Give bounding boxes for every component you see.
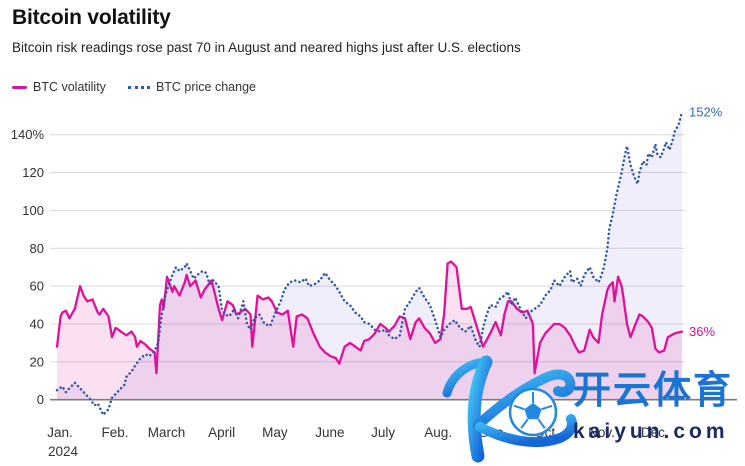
legend-label-btc-price-change: BTC price change — [155, 80, 256, 94]
x-axis-tick-label: Jan. — [47, 425, 73, 440]
price-change-dotted-line-swatch-icon — [127, 85, 150, 89]
y-axis-tick-label: 40 — [30, 316, 44, 331]
y-axis-tick-label: 60 — [30, 279, 44, 294]
y-axis-tick-label: 0 — [37, 392, 44, 407]
y-axis-tick-labels-group: 0 20 40 60 80 100 120 140% — [11, 127, 45, 407]
legend-label-btc-volatility: BTC volatility — [33, 80, 106, 94]
btc-price-change-dotted-line — [55, 110, 684, 417]
volatility-solid-line-swatch-icon — [12, 85, 27, 89]
y-axis-tick-label: 100 — [22, 203, 44, 218]
x-axis-year-label: 2024 — [48, 444, 79, 459]
x-axis-tick-label: Feb. — [102, 425, 129, 440]
x-axis-tick-label: May — [262, 425, 288, 440]
x-axis-tick-label: March — [148, 425, 186, 440]
legend-item-btc-volatility: BTC volatility — [12, 80, 106, 94]
page-subtitle: Bitcoin risk readings rose past 70 in Au… — [12, 40, 521, 55]
y-axis-tick-label: 140% — [11, 127, 45, 142]
btc-volatility-line — [55, 260, 684, 375]
volatility-area-fill — [57, 261, 682, 400]
soccer-ball-icon — [508, 387, 558, 437]
x-axis-tick-label: July — [371, 425, 395, 440]
y-axis-tick-label: 120 — [22, 165, 44, 180]
kaiyun-watermark-text: 开云体育 kaiyun.com — [573, 372, 733, 442]
gridlines-group — [50, 134, 685, 363]
kaiyun-cn-logotype: 开云体育 — [573, 370, 734, 412]
legend-item-btc-price-change: BTC price change — [127, 80, 256, 94]
price-change-area-fill — [57, 112, 682, 400]
kaiyun-watermark: 开云体育 kaiyun.com — [428, 346, 745, 464]
kaiyun-logo-icon — [442, 355, 577, 463]
series-end-label: 152% — [689, 104, 723, 119]
x-axis-tick-label: April — [208, 425, 235, 440]
x-axis-tick-label: June — [315, 425, 344, 440]
series-end-label: 36% — [689, 324, 715, 339]
y-axis-tick-label: 20 — [30, 354, 44, 369]
page-title: Bitcoin volatility — [12, 6, 171, 29]
x-axis-tick-label: Dec. — [641, 425, 669, 440]
chart-legend: BTC volatility BTC price change — [12, 80, 256, 94]
kaiyun-domain-text: kaiyun.com — [573, 420, 729, 443]
y-axis-tick-label: 80 — [30, 241, 44, 256]
x-axis-tick-label: Nov. — [588, 425, 615, 440]
series-lines-group — [55, 110, 684, 417]
x-axis-tick-label: Aug. — [424, 425, 452, 440]
area-fills-group — [57, 112, 682, 400]
end-value-annotations-group: 36% 152% — [689, 104, 723, 339]
